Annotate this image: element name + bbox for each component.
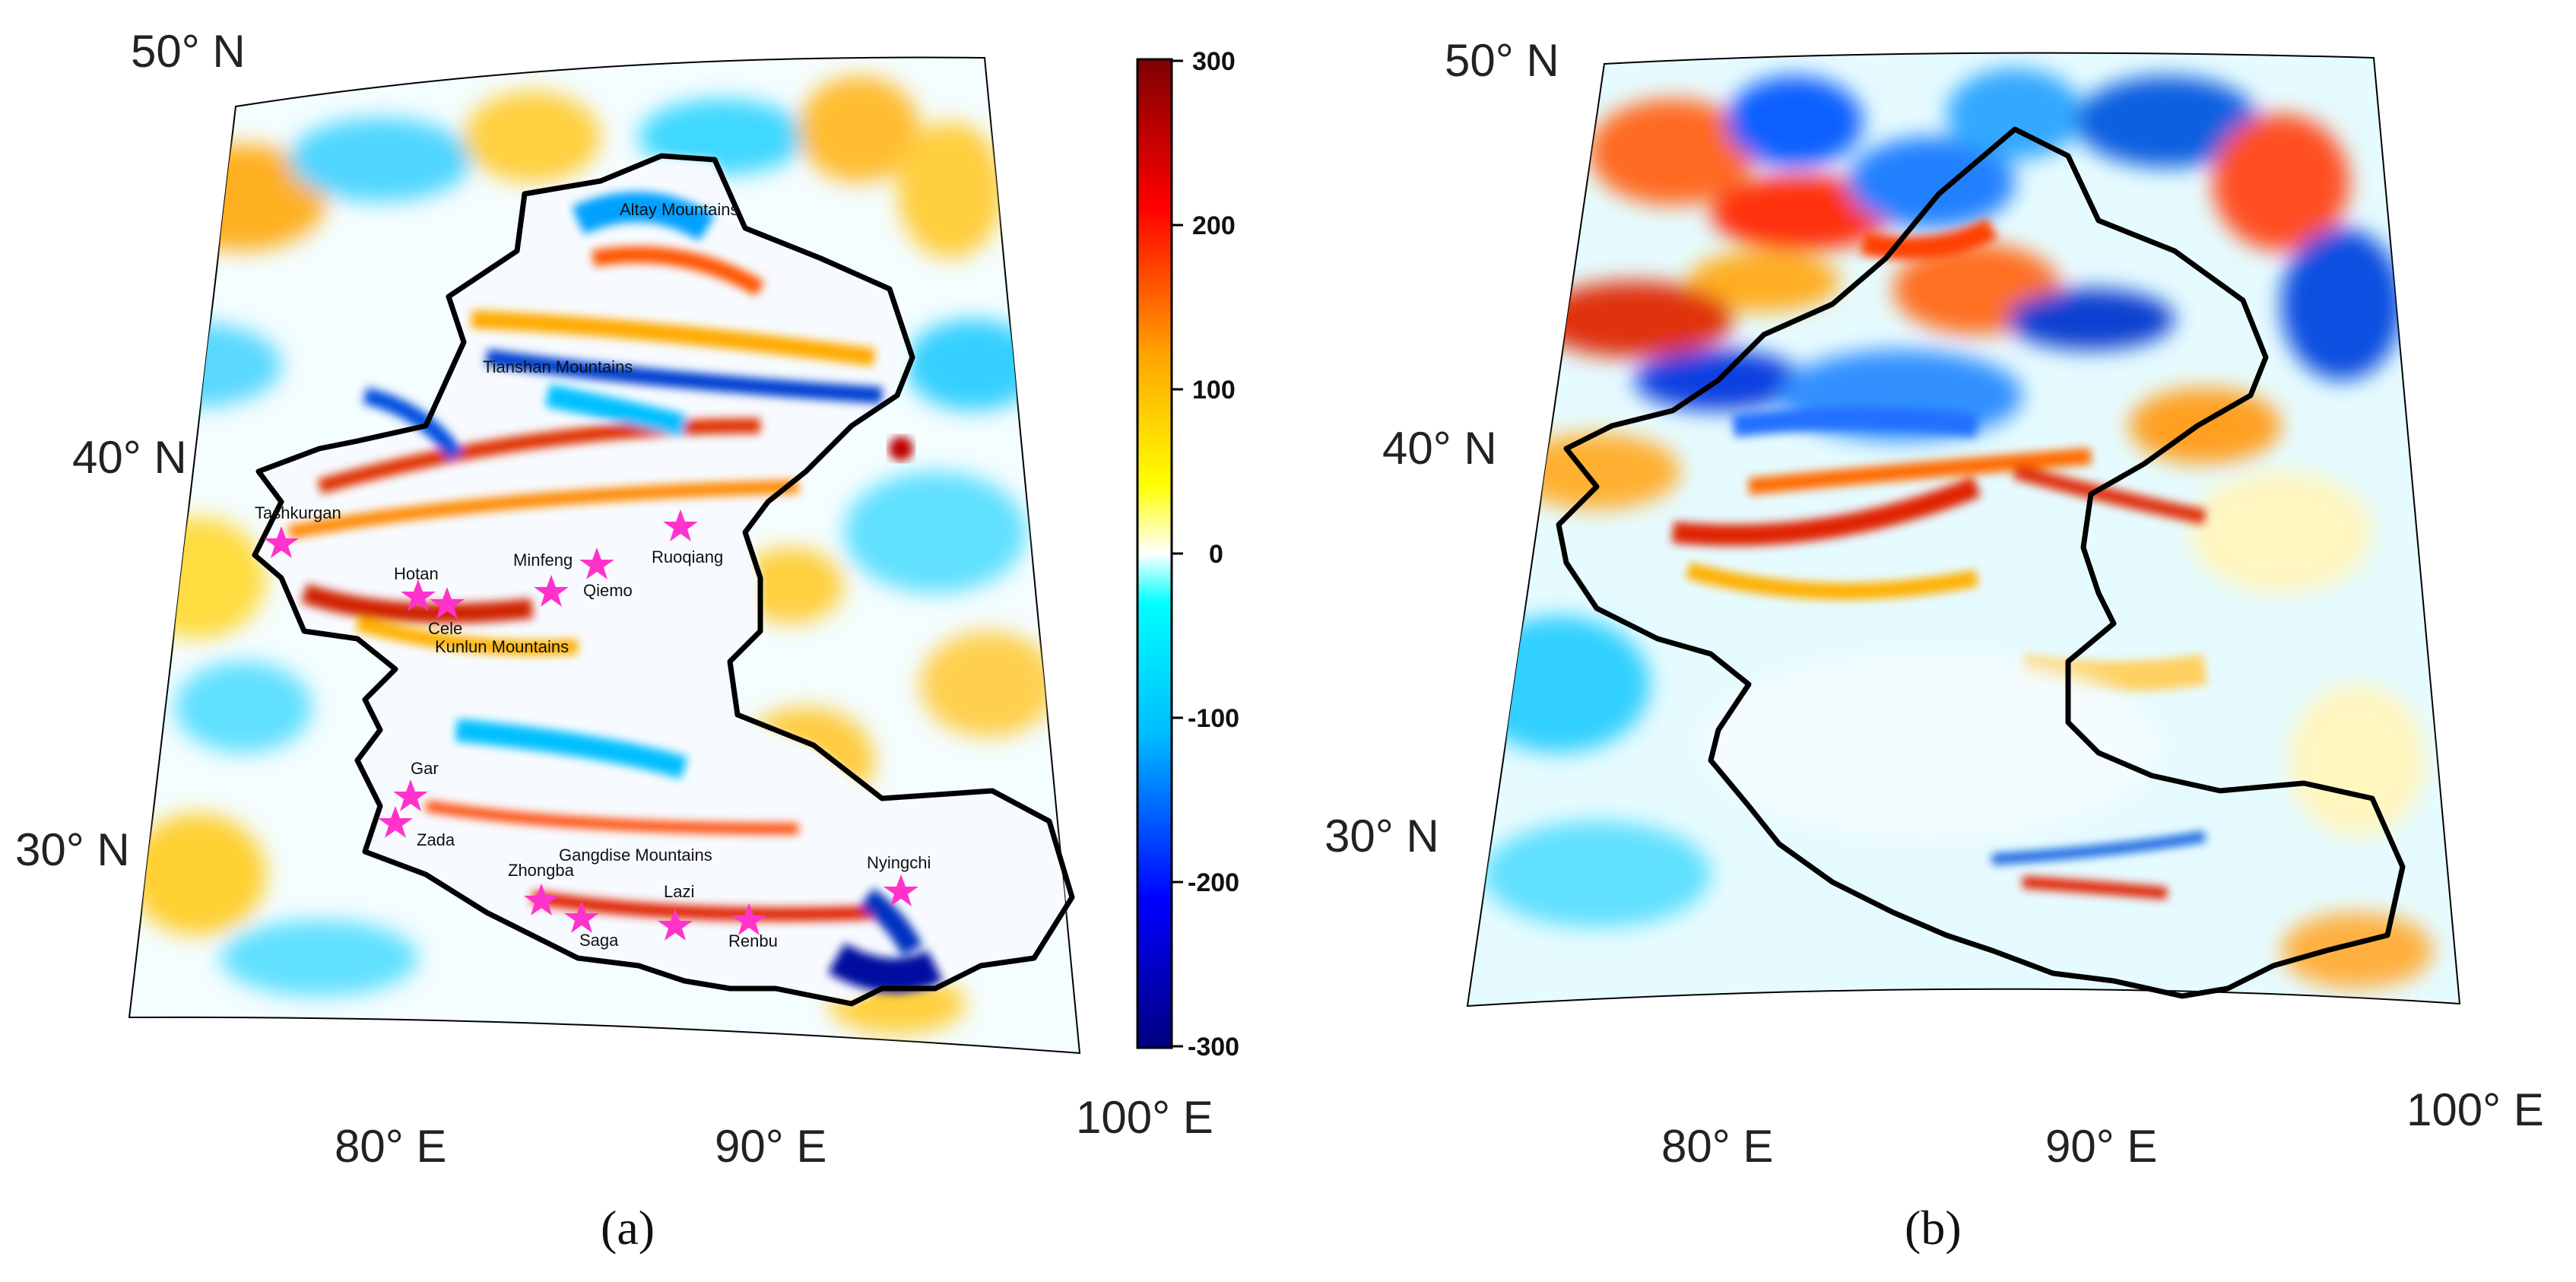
label-tianshan: Tianshan Mountains — [483, 357, 633, 376]
marker-zada — [378, 806, 413, 838]
marker-lazi — [658, 909, 693, 941]
panel-a-field — [129, 76, 1057, 1034]
panel-a-lon-100: 100° E — [1076, 1092, 1213, 1143]
label-gar: Gar — [411, 759, 439, 778]
panel-a-anomaly-streaks — [287, 192, 944, 993]
panel-a-markers — [264, 509, 918, 941]
panel-a-lon-80: 80° E — [335, 1121, 446, 1172]
marker-saga — [564, 901, 599, 933]
marker-nyingchi — [884, 874, 918, 906]
label-renbu: Renbu — [728, 931, 778, 950]
panel-b-anomaly-streaks — [1671, 217, 2208, 900]
panel-b-lat-40: 40° N — [1382, 423, 1497, 474]
label-lazi: Lazi — [664, 882, 694, 901]
panel-a-lat-30: 30° N — [15, 824, 130, 875]
label-ruoqiang: Ruoqiang — [652, 547, 723, 566]
panel-b-boundary — [1556, 126, 2406, 999]
panel-b-south-fill — [1703, 654, 2159, 836]
label-zada: Zada — [417, 830, 455, 849]
panel-b-lat-30: 30° N — [1324, 811, 1439, 862]
panel-a-place-labels: Altay Mountains Tianshan Mountains Tashk… — [255, 200, 931, 950]
panel-a-region-fill — [255, 156, 1072, 1004]
marker-ruoqiang — [663, 509, 698, 541]
label-tashkurgan: Tashkurgan — [255, 503, 341, 522]
label-gangdise: Gangdise Mountains — [559, 846, 712, 865]
marker-cele — [430, 587, 465, 619]
panel-b-label: (b) — [1905, 1201, 1962, 1255]
colorbar-tick-neg100: -100 — [1188, 704, 1239, 733]
label-qiemo: Qiemo — [583, 581, 633, 600]
label-nyingchi: Nyingchi — [867, 853, 931, 872]
panel-b-lon-90: 90° E — [2045, 1121, 2157, 1172]
marker-hotan — [401, 579, 436, 611]
colorbar-gradient — [1136, 58, 1173, 1049]
colorbar: 300 200 100 0 -100 -200 -300 — [1136, 47, 1239, 1061]
colorbar-tick-neg200: -200 — [1188, 868, 1239, 897]
panel-a-map: Altay Mountains Tianshan Mountains Tashk… — [15, 26, 1213, 1255]
panel-b-lat-50: 50° N — [1445, 35, 1559, 86]
colorbar-tick-neg300: -300 — [1188, 1033, 1239, 1061]
panel-a-lon-90: 90° E — [715, 1121, 826, 1172]
panel-a-lat-40: 40° N — [72, 432, 187, 483]
marker-renbu — [731, 903, 766, 935]
marker-minfeng — [579, 547, 614, 579]
label-altay: Altay Mountains — [620, 200, 739, 219]
panel-b-lon-100: 100° E — [2406, 1084, 2544, 1135]
marker-qiemo — [534, 575, 569, 607]
label-minfeng: Minfeng — [513, 551, 573, 570]
label-saga: Saga — [579, 931, 619, 950]
panel-a-boundary — [252, 153, 1075, 1007]
colorbar-tick-0: 0 — [1209, 540, 1223, 569]
label-zhongba: Zhongba — [508, 861, 575, 880]
colorbar-tick-300: 300 — [1192, 47, 1236, 76]
panel-b-map: 50° N 40° N 30° N 80° E 90° E 100° E (b) — [1324, 35, 2544, 1255]
label-kunlun: Kunlun Mountains — [435, 637, 569, 656]
marker-zhongba — [524, 884, 559, 915]
label-hotan: Hotan — [394, 564, 439, 583]
marker-tashkurgan — [264, 526, 299, 558]
label-cele: Cele — [428, 619, 462, 638]
panel-a-lat-50: 50° N — [131, 26, 246, 77]
marker-gar — [393, 779, 428, 811]
panel-b-lon-80: 80° E — [1661, 1121, 1773, 1172]
colorbar-tick-200: 200 — [1192, 211, 1236, 240]
panel-a-label: (a) — [601, 1201, 655, 1255]
colorbar-tick-100: 100 — [1192, 376, 1236, 405]
